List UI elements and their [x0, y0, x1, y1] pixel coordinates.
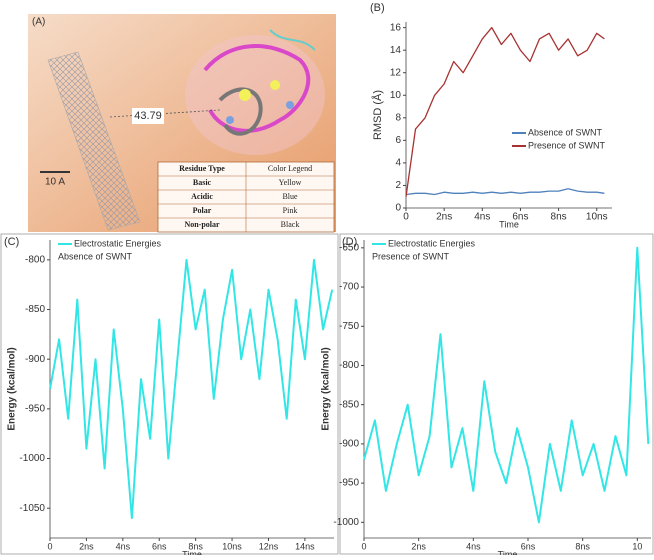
table-cell: Basic	[193, 178, 212, 187]
y-tick-label: 6	[395, 135, 401, 146]
annotation: Presence of SWNT	[372, 251, 450, 261]
y-tick-label: -1050	[19, 503, 45, 514]
x-tick-label: 2ns	[79, 541, 94, 551]
y-tick-label: 14	[390, 45, 402, 56]
annotation: Absence of SWNT	[58, 251, 133, 261]
y-tick-label: 2	[395, 180, 401, 191]
table-cell: Pink	[283, 206, 298, 215]
y-tick-label: -1000	[333, 517, 359, 528]
y-tick-label: 4	[395, 158, 401, 169]
x-tick-label: 10ns	[586, 212, 608, 223]
x-tick-label: 4ns	[116, 541, 131, 551]
legend-label: Electrostatic Energies	[74, 238, 162, 248]
legend-label: Absence of SWNT	[528, 127, 603, 137]
x-axis-title: Time	[499, 219, 519, 229]
x-tick-label: 10	[632, 541, 642, 551]
x-tick-label: 4ns	[474, 212, 490, 223]
y-tick-label: 8	[395, 112, 401, 123]
legend-table: Residue Type Color Legend Basic Yellow A…	[158, 162, 334, 232]
y-tick-label: -800	[339, 360, 359, 371]
x-tick-label: 4ns	[466, 541, 481, 551]
y-tick-label: 16	[390, 22, 402, 33]
x-tick-label: 0	[47, 541, 52, 551]
y-tick-label: 12	[390, 67, 402, 78]
x-axis-title: Time	[182, 549, 202, 555]
y-tick-label: -850	[25, 304, 45, 315]
y-tick-label: -950	[339, 478, 359, 489]
y-tick-label: -650	[339, 242, 359, 253]
y-tick-label: -800	[25, 255, 45, 266]
data-line	[406, 28, 604, 197]
x-tick-label: 2ns	[411, 541, 426, 551]
x-tick-label: 6ns	[521, 541, 536, 551]
y-tick-label: 0	[395, 203, 401, 214]
y-tick-label: -950	[25, 404, 45, 415]
data-line	[406, 189, 604, 195]
panel-frame	[1, 234, 338, 554]
table-header: Color Legend	[268, 164, 312, 173]
y-axis-title: Energy (kcal/mol)	[321, 347, 332, 430]
data-line	[364, 248, 648, 523]
panel-label: (C)	[4, 236, 19, 248]
data-line	[50, 260, 332, 518]
y-tick-label: -1000	[19, 453, 45, 464]
table-cell: Black	[281, 220, 300, 229]
table-cell: Non-polar	[184, 220, 220, 229]
x-tick-label: 14ns	[295, 541, 315, 551]
table-cell: Acidic	[191, 192, 213, 201]
x-tick-label: 8ns	[575, 541, 590, 551]
y-tick-label: -850	[339, 399, 359, 410]
y-axis-title: RMSD (Å)	[371, 90, 384, 140]
x-tick-label: 10ns	[222, 541, 242, 551]
y-tick-label: -700	[339, 282, 359, 293]
table-cell: Polar	[193, 206, 212, 215]
y-axis-title: Energy (kcal/mol)	[7, 347, 18, 430]
panel-label: (B)	[370, 2, 385, 14]
x-axis-title: Time	[498, 549, 518, 555]
x-tick-label: 8ns	[551, 212, 567, 223]
x-tick-label: 12ns	[259, 541, 279, 551]
distance-label: 43.79	[134, 110, 162, 122]
table-header: Residue Type	[179, 164, 225, 173]
x-tick-label: 0	[361, 541, 366, 551]
x-tick-label: 6ns	[152, 541, 167, 551]
table-cell: Blue	[282, 192, 298, 201]
x-tick-label: 0	[403, 212, 409, 223]
panel-label: (A)	[32, 17, 45, 28]
x-tick-label: 2ns	[436, 212, 452, 223]
y-tick-label: -900	[339, 439, 359, 450]
panel-frame	[340, 234, 653, 554]
figure: (A) 43.79 10 A Residue Type Color Legend…	[0, 0, 654, 555]
y-tick-label: -750	[339, 321, 359, 332]
legend-label: Electrostatic Energies	[388, 238, 476, 248]
y-tick-label: -900	[25, 354, 45, 365]
table-cell: Yellow	[279, 178, 302, 187]
legend-label: Presence of SWNT	[528, 140, 606, 150]
y-tick-label: 10	[390, 90, 402, 101]
scale-label: 10 A	[45, 177, 65, 188]
panel-a: (A) 43.79 10 A Residue Type Color Legend…	[28, 14, 336, 232]
